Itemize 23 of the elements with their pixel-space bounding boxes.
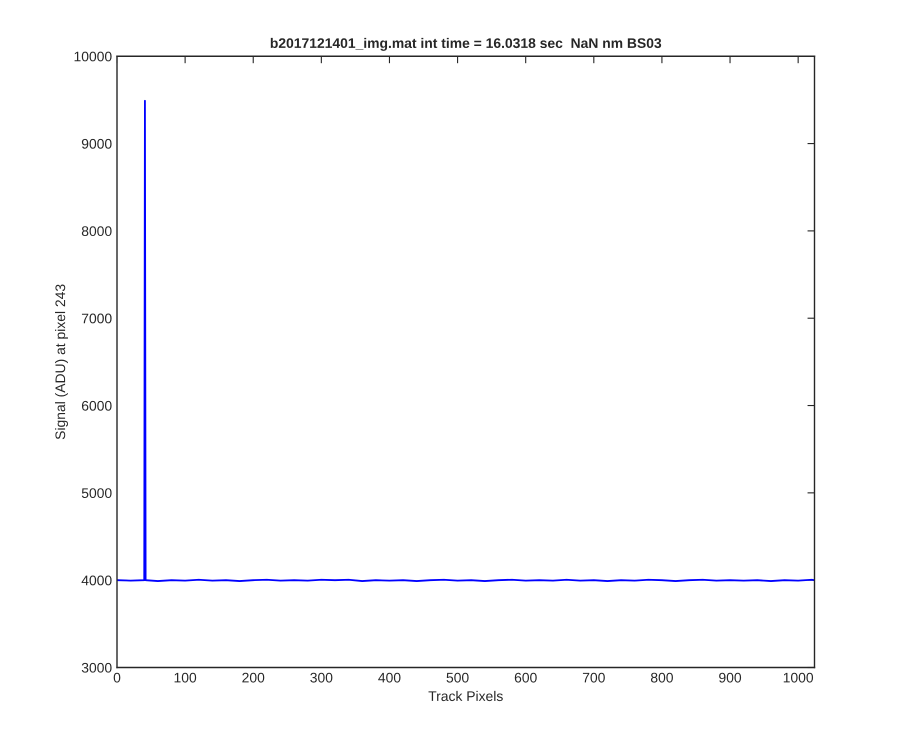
x-tick-label: 500 <box>446 672 469 683</box>
x-tick-label: 900 <box>719 672 742 683</box>
x-tick-label: 400 <box>378 672 401 683</box>
y-tick-label: 10000 <box>74 52 112 62</box>
y-tick-label: 7000 <box>82 314 112 324</box>
x-axis-title: Track Pixels <box>428 690 503 702</box>
x-tick-label: 800 <box>650 672 673 683</box>
line-series <box>117 100 814 582</box>
chart-title: b2017121401_img.mat int time = 16.0318 sec NaN nm BS03 <box>270 38 662 51</box>
x-tick-label: 100 <box>174 672 196 683</box>
y-tick-label: 8000 <box>82 226 112 236</box>
y-tick-label: 9000 <box>82 138 112 149</box>
y-tick-label: 6000 <box>82 400 112 411</box>
x-tick-label: 300 <box>310 672 332 683</box>
x-tick-label: 700 <box>582 672 605 683</box>
y-tick-label: 3000 <box>82 662 112 673</box>
y-tick-label: 4000 <box>82 576 112 586</box>
x-tick-label: 200 <box>242 672 264 683</box>
x-tick-label: 0 <box>114 672 120 683</box>
x-tick-label: 1000 <box>784 672 814 683</box>
x-tick-label: 600 <box>514 672 537 683</box>
y-tick-label: 5000 <box>82 488 112 498</box>
y-axis-title: Signal (ADU) at pixel 243 <box>55 284 68 440</box>
